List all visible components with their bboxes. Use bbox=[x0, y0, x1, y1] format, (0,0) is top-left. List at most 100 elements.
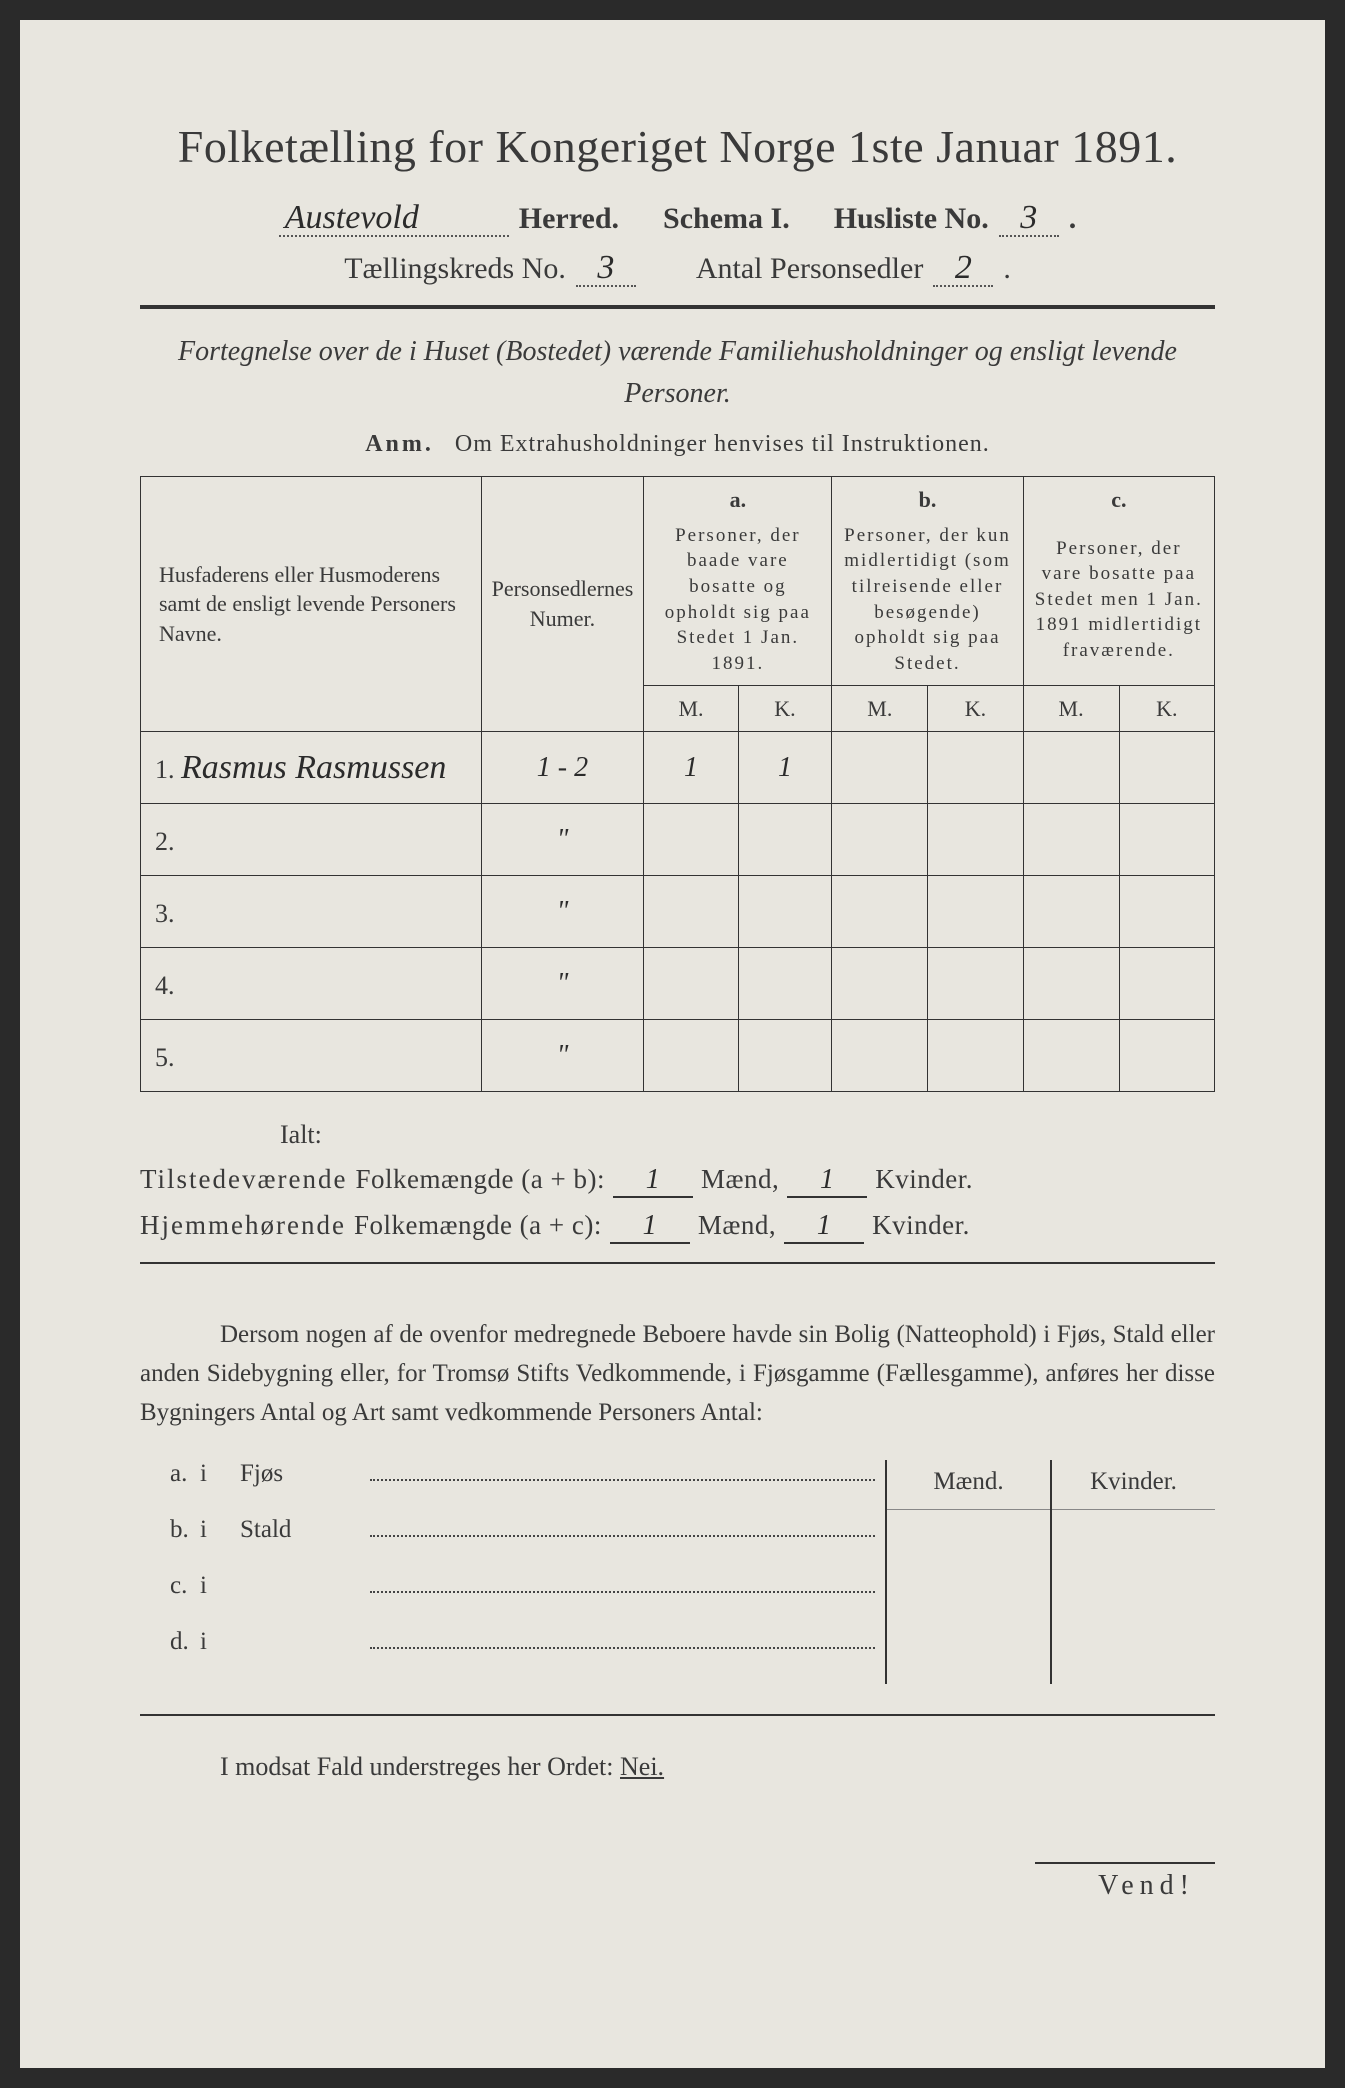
bld-row: d.i bbox=[140, 1628, 885, 1684]
row-c-m bbox=[1023, 804, 1119, 876]
col-a-m: M. bbox=[644, 685, 738, 732]
bld-row: a.iFjøs bbox=[140, 1460, 885, 1516]
row-b-m bbox=[832, 876, 928, 948]
rule-3 bbox=[140, 1714, 1215, 1716]
rule-2 bbox=[140, 1262, 1215, 1264]
row-a-m bbox=[644, 876, 738, 948]
bld-col-maend: Mænd. bbox=[887, 1460, 1052, 1684]
row-b-k bbox=[928, 876, 1023, 948]
row-name: 2. bbox=[141, 804, 482, 876]
anm-label: Anm. bbox=[365, 431, 434, 457]
row-c-m bbox=[1023, 948, 1119, 1020]
col-a-top: a. bbox=[644, 477, 832, 515]
anm-text: Om Extrahusholdninger henvises til Instr… bbox=[455, 431, 990, 457]
bld-i: i bbox=[200, 1628, 240, 1656]
sum-line-1: Tilstedeværende Folkemængde (a + b): 1 M… bbox=[140, 1164, 1215, 1198]
row-name: 1. Rasmus Rasmussen bbox=[141, 732, 482, 804]
row-a-m bbox=[644, 1020, 738, 1092]
sum2-kvinder: Kvinder. bbox=[872, 1210, 970, 1241]
sum2-k: 1 bbox=[784, 1210, 864, 1244]
col-a-k: K. bbox=[738, 685, 832, 732]
bld-txt: Fjøs bbox=[240, 1460, 370, 1488]
row-b-k bbox=[928, 804, 1023, 876]
row-b-m bbox=[832, 732, 928, 804]
sum2-a: Hjemmehørende bbox=[140, 1210, 346, 1241]
bld-i: i bbox=[200, 1572, 240, 1600]
rule-1 bbox=[140, 305, 1215, 309]
row-b-k bbox=[928, 948, 1023, 1020]
subtitle: Fortegnelse over de i Huset (Bostedet) v… bbox=[140, 331, 1215, 415]
row-num: " bbox=[481, 876, 644, 948]
col-c-k: K. bbox=[1119, 685, 1214, 732]
table-row: 1. Rasmus Rasmussen1 - 211 bbox=[141, 732, 1215, 804]
row-a-k bbox=[738, 948, 832, 1020]
vend-label: Vend! bbox=[1035, 1862, 1215, 1902]
col-a-desc: Personer, der baade vare bosatte og opho… bbox=[644, 515, 832, 685]
footer-nei: I modsat Fald understreges her Ordet: Ne… bbox=[140, 1752, 1215, 1782]
sum1-kvinder: Kvinder. bbox=[875, 1164, 973, 1195]
table-row: 2. " bbox=[141, 804, 1215, 876]
row-c-m bbox=[1023, 732, 1119, 804]
sum2-maend: Mænd, bbox=[698, 1210, 776, 1241]
kreds-label: Tællingskreds No. bbox=[344, 252, 566, 286]
sum-line-2: Hjemmehørende Folkemængde (a + c): 1 Mæn… bbox=[140, 1210, 1215, 1244]
sum2-m: 1 bbox=[610, 1210, 690, 1244]
building-paragraph: Dersom nogen af de ovenfor medregnede Be… bbox=[140, 1316, 1215, 1432]
table-row: 4. " bbox=[141, 948, 1215, 1020]
ialt-label: Ialt: bbox=[280, 1120, 1215, 1150]
col-c-top: c. bbox=[1023, 477, 1214, 515]
sum1-maend: Mænd, bbox=[701, 1164, 779, 1195]
row-c-k bbox=[1119, 732, 1214, 804]
sum1-b: Folkemængde (a + b): bbox=[356, 1164, 605, 1195]
row-c-k bbox=[1119, 804, 1214, 876]
row-num: " bbox=[481, 948, 644, 1020]
row-num: " bbox=[481, 804, 644, 876]
bld-col-kvinder: Kvinder. bbox=[1052, 1460, 1215, 1684]
husliste-value: 3 bbox=[999, 201, 1059, 237]
bld-dots bbox=[370, 1631, 875, 1649]
bld-dots bbox=[370, 1519, 875, 1537]
sum1-a: Tilstedeværende bbox=[140, 1164, 348, 1195]
anm-line: Anm. Om Extrahusholdninger henvises til … bbox=[140, 431, 1215, 458]
row-c-k bbox=[1119, 1020, 1214, 1092]
row-a-m bbox=[644, 804, 738, 876]
col-header-num: Personsedlernes Numer. bbox=[481, 477, 644, 732]
antal-value: 2 bbox=[933, 251, 993, 287]
row-a-k: 1 bbox=[738, 732, 832, 804]
bld-row: c.i bbox=[140, 1572, 885, 1628]
row-name: 3. bbox=[141, 876, 482, 948]
row-c-k bbox=[1119, 948, 1214, 1020]
row-c-k bbox=[1119, 876, 1214, 948]
row-c-m bbox=[1023, 876, 1119, 948]
row-b-k bbox=[928, 732, 1023, 804]
bld-dots bbox=[370, 1463, 875, 1481]
row-a-k bbox=[738, 1020, 832, 1092]
sum1-k: 1 bbox=[787, 1164, 867, 1198]
schema-label: Schema I. bbox=[663, 202, 790, 236]
bld-lab: d. bbox=[140, 1628, 200, 1656]
row-b-k bbox=[928, 1020, 1023, 1092]
bld-txt: Stald bbox=[240, 1516, 370, 1544]
bld-lab: c. bbox=[140, 1572, 200, 1600]
bld-i: i bbox=[200, 1516, 240, 1544]
bld-head-m: Mænd. bbox=[887, 1460, 1050, 1510]
building-table: a.iFjøsb.iStaldc.id.i Mænd. Kvinder. bbox=[140, 1460, 1215, 1684]
row-a-k bbox=[738, 804, 832, 876]
sum2-b: Folkemængde (a + c): bbox=[354, 1210, 602, 1241]
col-b-desc: Personer, der kun midlertidigt (som tilr… bbox=[832, 515, 1023, 685]
bld-lab: b. bbox=[140, 1516, 200, 1544]
bld-i: i bbox=[200, 1460, 240, 1488]
antal-label: Antal Personsedler bbox=[696, 252, 923, 286]
row-b-m bbox=[832, 1020, 928, 1092]
row-num: " bbox=[481, 1020, 644, 1092]
row-a-m: 1 bbox=[644, 732, 738, 804]
table-row: 3. " bbox=[141, 876, 1215, 948]
row-a-k bbox=[738, 876, 832, 948]
census-form-page: Folketælling for Kongeriget Norge 1ste J… bbox=[20, 20, 1325, 2068]
row-a-m bbox=[644, 948, 738, 1020]
page-title: Folketælling for Kongeriget Norge 1ste J… bbox=[140, 120, 1215, 173]
col-c-desc: Personer, der vare bosatte paa Stedet me… bbox=[1023, 515, 1214, 685]
col-b-k: K. bbox=[928, 685, 1023, 732]
col-b-top: b. bbox=[832, 477, 1023, 515]
header-line-2: Tællingskreds No. 3 Antal Personsedler 2… bbox=[140, 251, 1215, 287]
